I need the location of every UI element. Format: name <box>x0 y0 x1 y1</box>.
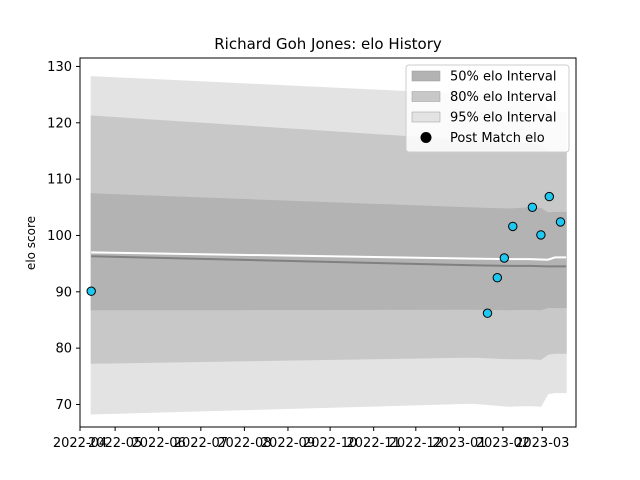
y-tick-label: 70 <box>55 398 72 413</box>
legend: 50% elo Interval 80% elo Interval 95% elo … <box>405 64 570 153</box>
x-tick-label: 2022-06 <box>132 436 186 451</box>
post-match-point <box>482 308 493 318</box>
post-match-point <box>555 217 566 227</box>
mean-elo-line <box>91 251 567 261</box>
legend-label: 50% elo Interval <box>450 70 557 85</box>
y-tick-label: 90 <box>55 285 72 300</box>
y-tick-label: 130 <box>47 60 72 75</box>
legend-box <box>405 64 570 153</box>
x-tick-label: 2022-11 <box>347 436 401 451</box>
x-axis: 2022-042022-052022-062022-072022-082022-… <box>53 427 569 451</box>
x-tick-label: 2023-03 <box>515 436 569 451</box>
y-tick-label: 110 <box>47 173 72 188</box>
legend-label: Post Match elo <box>450 131 545 146</box>
y-tick-label: 120 <box>47 116 72 131</box>
y-tick-label: 80 <box>55 342 72 357</box>
x-tick-label: 2022-10 <box>303 436 357 451</box>
50-elo-interval-swatch <box>411 70 441 82</box>
post-match-point <box>499 253 509 263</box>
post-match-point <box>536 230 546 240</box>
chart-title: Richard Goh Jones: elo History <box>214 35 442 53</box>
interval-bands <box>90 76 567 415</box>
x-tick-label: 2022-05 <box>88 436 142 451</box>
x-tick-label: 2022-09 <box>261 436 315 451</box>
median-elo-line <box>91 255 567 268</box>
elo-lines <box>91 251 567 268</box>
x-tick-label: 2022-07 <box>174 436 228 451</box>
post-match-elo-swatch <box>420 132 432 143</box>
x-tick-label: 2022-08 <box>217 436 271 451</box>
post-match-point <box>508 221 518 232</box>
80-elo-interval-swatch <box>411 91 441 102</box>
y-axis: 70 80 90 100 110 120 130 <box>47 60 80 413</box>
plot-frame <box>79 57 577 428</box>
x-tick-label: 2023-02 <box>476 436 530 451</box>
post-match-point <box>492 273 502 283</box>
50-elo-interval-band <box>90 193 567 311</box>
legend-label: 80% elo Interval <box>450 90 557 105</box>
post-match-point <box>527 202 538 213</box>
x-tick-label: 2022-04 <box>53 436 107 451</box>
x-tick-label: 2023-01 <box>432 436 486 451</box>
post-match-point <box>544 191 554 202</box>
post-match-point <box>86 286 96 296</box>
y-axis-label: elo score <box>24 216 38 270</box>
legend-label: 95% elo Interval <box>450 111 557 126</box>
y-tick-label: 100 <box>47 229 72 244</box>
95-elo-interval-swatch <box>411 111 441 123</box>
x-tick-label: 2022-12 <box>389 436 443 451</box>
post-match-points <box>86 191 566 318</box>
